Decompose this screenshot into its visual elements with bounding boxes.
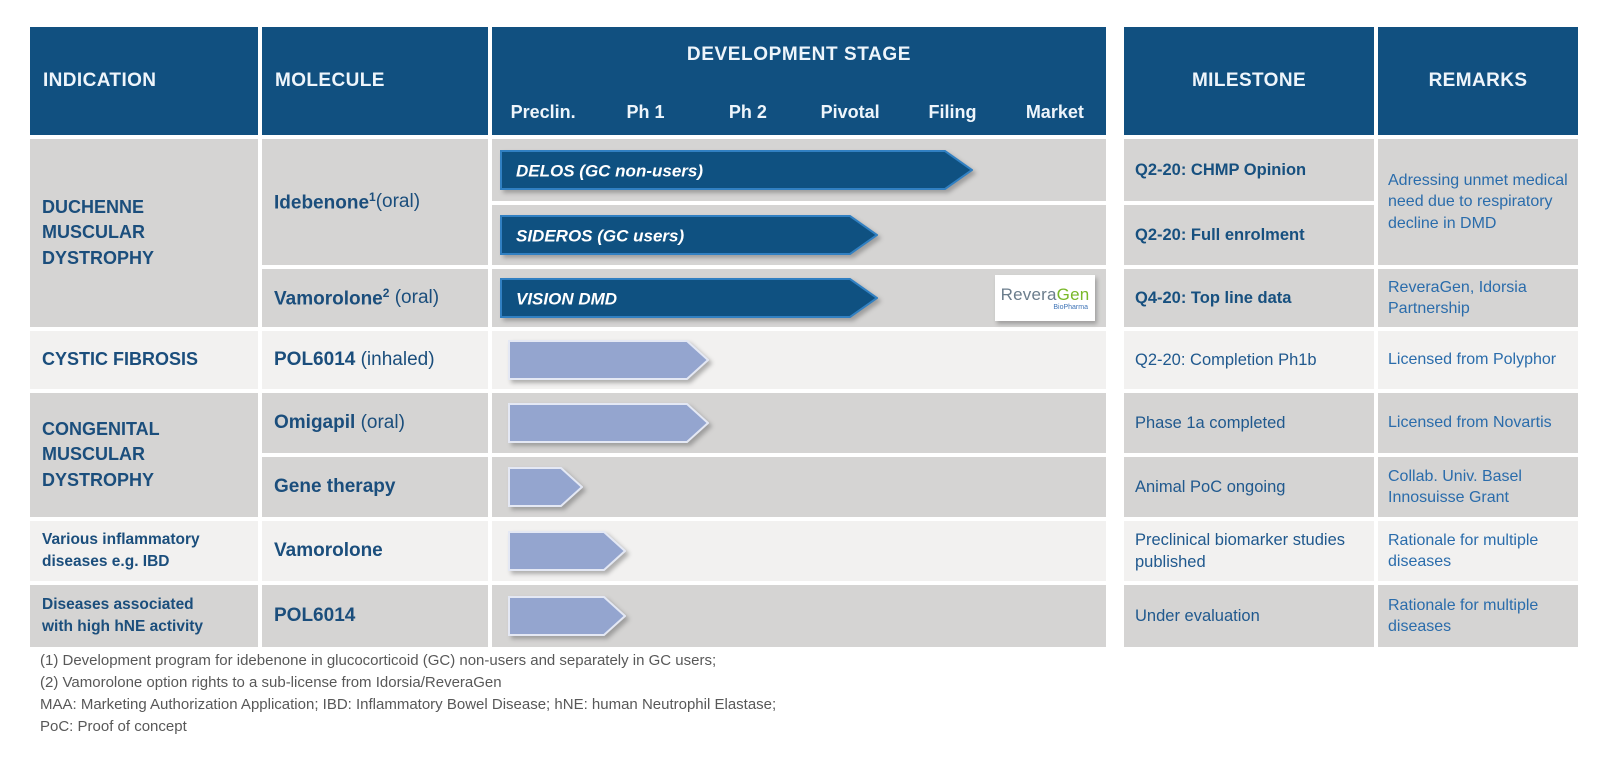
molecule-vamorolone-dmd: Vamorolone2 (oral) — [262, 269, 488, 327]
reveragen-logo-subtext: BioPharma — [1053, 304, 1088, 311]
molecule-route: (inhaled) — [355, 349, 435, 370]
header-indication-label: INDICATION — [43, 70, 157, 91]
trial-arrow: VISION DMD — [500, 278, 879, 318]
indication-inflammatory-ibd: Various inflammatory diseases e.g. IBD — [30, 521, 258, 581]
stage-bar-vamorolone-ibd — [492, 521, 1106, 581]
milestone-pol6014-hne: Under evaluation — [1124, 585, 1374, 647]
footnote-marker: 2 — [382, 285, 390, 300]
stage-bar-vision-dmd: VISION DMD ReveraGen BioPharma — [492, 269, 1106, 327]
molecule-name: Vamorolone2 — [274, 285, 390, 310]
trial-label: DELOS (GC non-users) — [516, 162, 703, 181]
molecule-route: (oral) — [355, 412, 405, 433]
remark-omigapil: Licensed from Novartis — [1378, 393, 1578, 453]
stage-bar-pol6014-hne — [492, 585, 1106, 647]
molecule-name: Gene therapy — [274, 476, 396, 497]
indication-high-hne: Diseases associated with high hNE activi… — [30, 585, 258, 647]
stage-label-preclin: Preclin. — [510, 102, 576, 122]
molecule-pol6014-hne: POL6014 — [262, 585, 488, 647]
molecule-name: POL6014 — [274, 349, 356, 370]
stage-bar-gene-therapy — [492, 457, 1106, 517]
trial-arrow: DELOS (GC non-users) — [500, 150, 974, 190]
milestone-sideros: Q2-20: Full enrolment — [1124, 205, 1374, 265]
progress-arrow — [508, 403, 710, 443]
indication-cmd: CONGENITAL MUSCULAR DYSTROPHY — [30, 393, 258, 517]
molecule-route: (oral) — [389, 287, 440, 308]
progress-arrow — [508, 340, 710, 380]
header-indication: INDICATION — [30, 27, 258, 135]
molecule-name: POL6014 — [274, 605, 356, 626]
molecule-route: (oral) — [375, 191, 421, 212]
molecule-gene-therapy: Gene therapy — [262, 457, 488, 517]
header-molecule: MOLECULE — [262, 27, 488, 135]
remark-vamorolone-ibd: Rationale for multiple diseases — [1378, 521, 1578, 581]
milestone-vision-dmd: Q4-20: Top line data — [1124, 269, 1374, 327]
header-development-stage: DEVELOPMENT STAGE Preclin. Ph 1 Ph 2 Piv… — [492, 27, 1106, 135]
footnotes: (1) Development program for idebenone in… — [40, 650, 776, 738]
indication-dmd: DUCHENNE MUSCULAR DYSTROPHY — [30, 139, 258, 327]
stage-label-filing: Filing — [928, 102, 977, 122]
progress-arrow — [508, 467, 584, 507]
milestone-vamorolone-ibd: Preclinical biomarker studies published — [1124, 521, 1374, 581]
molecule-omigapil: Omigapil (oral) — [262, 393, 488, 453]
remark-pol6014-hne: Rationale for multiple diseases — [1378, 585, 1578, 647]
header-molecule-label: MOLECULE — [275, 70, 385, 91]
footnote-2: (2) Vamorolone option rights to a sub-li… — [40, 674, 502, 691]
stage-axis: Preclin. Ph 1 Ph 2 Pivotal Filing Market — [492, 102, 1106, 123]
remark-gene-therapy: Collab. Univ. Basel Innosuisse Grant — [1378, 457, 1578, 517]
stage-label-ph1: Ph 1 — [626, 102, 665, 122]
molecule-pol6014-cf: POL6014 (inhaled) — [262, 331, 488, 389]
reveragen-logo: ReveraGen BioPharma — [995, 275, 1095, 321]
stage-label-ph2: Ph 2 — [728, 102, 767, 122]
trial-label: VISION DMD — [516, 290, 617, 309]
header-milestone: MILESTONE — [1124, 27, 1374, 135]
stage-bar-sideros: SIDEROS (GC users) — [492, 205, 1106, 265]
progress-arrow — [508, 531, 627, 571]
remark-pol6014-cf: Licensed from Polyphor — [1378, 331, 1578, 389]
footnote-abbreviations: MAA: Marketing Authorization Application… — [40, 696, 777, 713]
molecule-name: Vamorolone — [274, 540, 383, 561]
molecule-vamorolone-ibd: Vamorolone — [262, 521, 488, 581]
pipeline-table: INDICATION MOLECULE DEVELOPMENT STAGE Pr… — [30, 27, 1578, 647]
milestone-pol6014-cf: Q2-20: Completion Ph1b — [1124, 331, 1374, 389]
stage-bar-pol6014-cf — [492, 331, 1106, 389]
footnote-poc: PoC: Proof of concept — [40, 718, 187, 735]
stage-bar-delos: DELOS (GC non-users) — [492, 139, 1106, 201]
header-remarks: REMARKS — [1378, 27, 1578, 135]
molecule-name: Idebenone1 — [274, 189, 376, 214]
footnote-marker: 1 — [369, 189, 376, 204]
development-stage-title: DEVELOPMENT STAGE — [686, 44, 912, 65]
reveragen-logo-text: ReveraGen — [1000, 285, 1090, 304]
trial-arrow: SIDEROS (GC users) — [500, 215, 879, 255]
stage-bar-omigapil — [492, 393, 1106, 453]
footnote-1: (1) Development program for idebenone in… — [40, 652, 717, 669]
progress-arrow — [508, 596, 627, 636]
stage-label-market: Market — [1025, 102, 1084, 122]
molecule-idebenone: Idebenone1 (oral) — [262, 139, 488, 265]
header-remarks-label: REMARKS — [1428, 70, 1528, 91]
remark-dmd-idebenone: Adressing unmet medical need due to resp… — [1378, 139, 1578, 265]
milestone-omigapil: Phase 1a completed — [1124, 393, 1374, 453]
molecule-name: Omigapil — [274, 412, 356, 433]
stage-label-pivotal: Pivotal — [820, 102, 880, 122]
milestone-gene-therapy: Animal PoC ongoing — [1124, 457, 1374, 517]
header-milestone-label: MILESTONE — [1191, 70, 1307, 91]
indication-cystic-fibrosis: CYSTIC FIBROSIS — [30, 331, 258, 389]
trial-label: SIDEROS (GC users) — [516, 227, 684, 246]
milestone-delos: Q2-20: CHMP Opinion — [1124, 139, 1374, 201]
remark-vision-dmd: ReveraGen, Idorsia Partnership — [1378, 269, 1578, 327]
